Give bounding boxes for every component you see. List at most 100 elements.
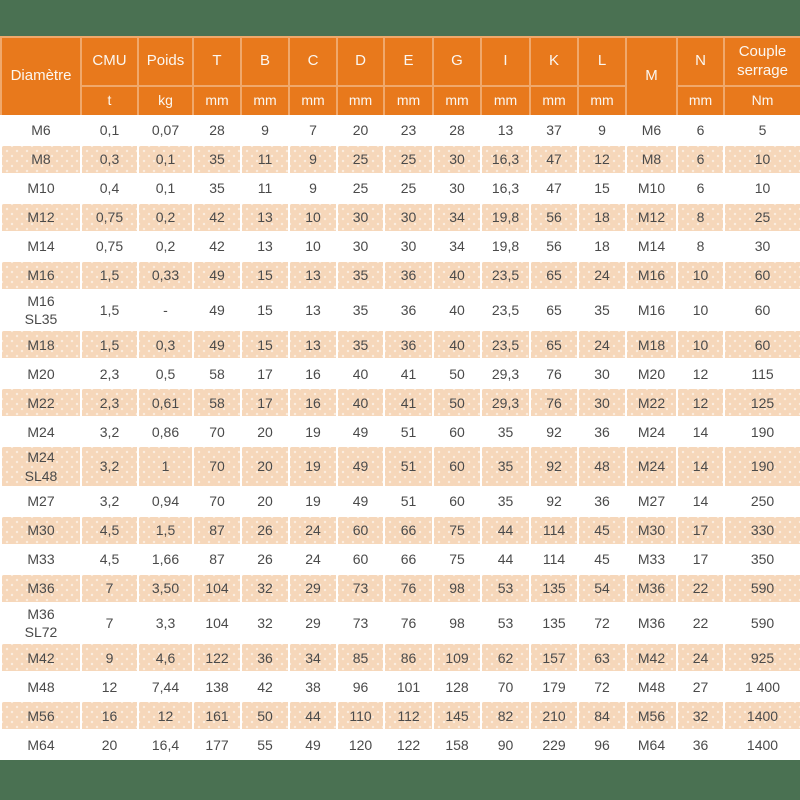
value-cell: 66 <box>383 543 434 575</box>
diameter-cell: M36 SL72 <box>0 601 82 645</box>
value-cell: M18 <box>625 329 678 361</box>
value-cell: M36 <box>625 572 678 604</box>
value-cell: 92 <box>529 445 579 488</box>
value-cell: 20 <box>240 416 290 448</box>
value-cell: 15 <box>240 329 290 361</box>
value-cell: 72 <box>577 671 627 703</box>
diameter-cell: M6 <box>0 115 82 146</box>
value-cell: 36 <box>383 288 434 332</box>
value-cell: 70 <box>192 416 242 448</box>
diameter-cell: M10 <box>0 173 82 204</box>
unit-couple-serrage: Nm <box>723 85 800 117</box>
value-cell: 60 <box>723 288 800 332</box>
value-cell: 23,5 <box>480 329 531 361</box>
value-cell: 4,5 <box>80 514 139 546</box>
value-cell: 18 <box>577 202 627 233</box>
value-cell: 29 <box>288 572 338 604</box>
unit-l: mm <box>577 85 627 117</box>
diameter-cell: M48 <box>0 671 82 703</box>
value-cell: 44 <box>288 700 338 732</box>
column-header-k: K <box>529 36 579 87</box>
value-cell: 1,5 <box>80 288 139 332</box>
table-row: M36 7 3,50 104 32 29 73 76 98 53 135 54 M36 22 590 <box>0 572 800 604</box>
value-cell: 24 <box>288 514 338 546</box>
diameter-cell: M20 <box>0 358 82 390</box>
value-cell: 30 <box>383 231 434 262</box>
value-cell: 62 <box>480 642 531 674</box>
value-cell: 92 <box>529 485 579 517</box>
value-cell: 51 <box>383 445 434 488</box>
value-cell: 34 <box>288 642 338 674</box>
value-cell: 7,44 <box>137 671 194 703</box>
value-cell: 25 <box>723 202 800 233</box>
value-cell: 250 <box>723 485 800 517</box>
value-cell: 96 <box>577 729 627 761</box>
column-header-l: L <box>577 36 627 87</box>
value-cell: 53 <box>480 601 531 645</box>
value-cell: 25 <box>383 144 434 175</box>
value-cell: 13 <box>288 329 338 361</box>
value-cell: 66 <box>383 514 434 546</box>
value-cell: 49 <box>192 288 242 332</box>
value-cell: 158 <box>432 729 482 761</box>
value-cell: M64 <box>625 729 678 761</box>
value-cell: 12 <box>137 700 194 732</box>
value-cell: 122 <box>192 642 242 674</box>
value-cell: 10 <box>676 288 725 332</box>
value-cell: 35 <box>480 445 531 488</box>
value-cell: 24 <box>577 329 627 361</box>
value-cell: M16 <box>625 288 678 332</box>
value-cell: 0,75 <box>80 202 139 233</box>
value-cell: 35 <box>336 329 385 361</box>
value-cell: 7 <box>288 115 338 146</box>
value-cell: 11 <box>240 144 290 175</box>
value-cell: 32 <box>240 601 290 645</box>
value-cell: 56 <box>529 202 579 233</box>
value-cell: 10 <box>723 144 800 175</box>
value-cell: 17 <box>240 387 290 419</box>
value-cell: 0,2 <box>137 202 194 233</box>
value-cell: 210 <box>529 700 579 732</box>
value-cell: 73 <box>336 601 385 645</box>
value-cell: M14 <box>625 231 678 262</box>
value-cell: 60 <box>723 329 800 361</box>
value-cell: 65 <box>529 288 579 332</box>
value-cell: 49 <box>192 260 242 291</box>
value-cell: M48 <box>625 671 678 703</box>
value-cell: 1 400 <box>723 671 800 703</box>
value-cell: 72 <box>577 601 627 645</box>
value-cell: 18 <box>577 231 627 262</box>
value-cell: 13 <box>288 288 338 332</box>
unit-cmu: t <box>80 85 139 117</box>
column-header-poids: Poids <box>137 36 194 87</box>
diameter-cell: M18 <box>0 329 82 361</box>
value-cell: 30 <box>723 231 800 262</box>
value-cell: M6 <box>625 115 678 146</box>
value-cell: 179 <box>529 671 579 703</box>
diameter-cell: M24 <box>0 416 82 448</box>
value-cell: 35 <box>192 144 242 175</box>
value-cell: 92 <box>529 416 579 448</box>
value-cell: 12 <box>676 358 725 390</box>
value-cell: 19,8 <box>480 231 531 262</box>
column-header-cmu: CMU <box>80 36 139 87</box>
column-header-i: I <box>480 36 531 87</box>
value-cell: 76 <box>383 572 434 604</box>
value-cell: 0,3 <box>80 144 139 175</box>
value-cell: 30 <box>432 144 482 175</box>
value-cell: 76 <box>529 387 579 419</box>
value-cell: 157 <box>529 642 579 674</box>
value-cell: 17 <box>676 514 725 546</box>
value-cell: 138 <box>192 671 242 703</box>
value-cell: 24 <box>288 543 338 575</box>
value-cell: 3,3 <box>137 601 194 645</box>
unit-d: mm <box>336 85 385 117</box>
value-cell: 60 <box>723 260 800 291</box>
table-row: M30 4,5 1,5 87 26 24 60 66 75 44 114 45 M30 17 330 <box>0 514 800 546</box>
value-cell: 145 <box>432 700 482 732</box>
value-cell: 53 <box>480 572 531 604</box>
diameter-cell: M27 <box>0 485 82 517</box>
unit-poids: kg <box>137 85 194 117</box>
column-header-n: N <box>676 36 725 87</box>
value-cell: 49 <box>336 445 385 488</box>
